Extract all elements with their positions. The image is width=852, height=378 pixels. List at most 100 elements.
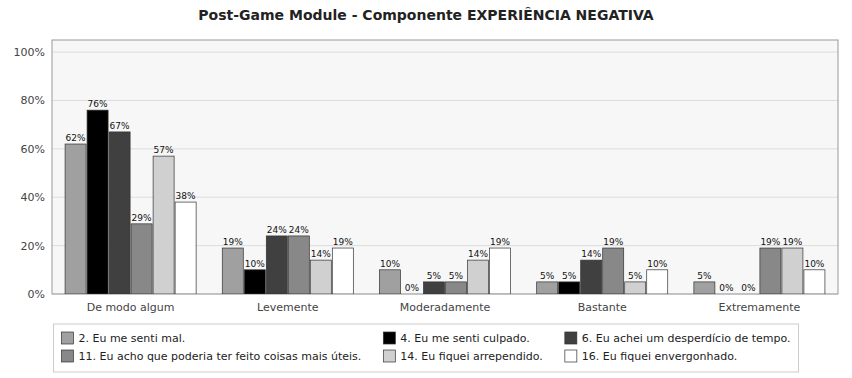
y-tick-label: 20%	[21, 240, 45, 253]
data-label: 19%	[603, 237, 623, 247]
data-label: 62%	[66, 133, 86, 143]
data-label: 19%	[223, 237, 243, 247]
legend-label: 2. Eu me senti mal.	[78, 332, 185, 345]
data-label: 5%	[697, 271, 712, 281]
legend: 2. Eu me senti mal. 4. Eu me senti culpad…	[53, 324, 798, 372]
bar	[423, 282, 444, 294]
bar	[65, 144, 86, 294]
bar	[603, 248, 624, 294]
bar	[446, 282, 467, 294]
x-tick-label: Moderadamente	[400, 301, 491, 314]
bars	[65, 110, 825, 294]
bar	[87, 110, 108, 294]
data-label: 67%	[110, 121, 130, 131]
data-label: 19%	[333, 237, 353, 247]
x-tick-label: Bastante	[578, 301, 627, 314]
data-label: 57%	[154, 145, 174, 155]
data-label: 5%	[427, 271, 442, 281]
bar	[244, 270, 265, 294]
data-label: 24%	[267, 225, 287, 235]
legend-item: 2. Eu me senti mal.	[61, 332, 185, 345]
y-tick-label: 0%	[28, 288, 45, 301]
data-label: 38%	[176, 191, 196, 201]
bar	[109, 132, 130, 294]
bar	[468, 260, 489, 294]
legend-label: 16. Eu fiquei envergonhado.	[582, 350, 737, 363]
bar	[310, 260, 331, 294]
legend-swatch	[61, 350, 73, 362]
data-label: 0%	[741, 283, 756, 293]
data-label: 10%	[804, 259, 824, 269]
x-tick-label: Levemente	[257, 301, 319, 314]
bar	[738, 294, 759, 295]
y-tick-label: 60%	[21, 143, 45, 156]
bar	[131, 224, 152, 294]
data-label: 10%	[647, 259, 667, 269]
bar	[625, 282, 646, 294]
legend-swatch	[383, 350, 395, 362]
data-label: 19%	[490, 237, 510, 247]
legend-label: 4. Eu me senti culpado.	[400, 332, 530, 345]
bar	[490, 248, 511, 294]
plot-background	[52, 40, 838, 294]
grid-line	[52, 100, 838, 101]
legend-item: 4. Eu me senti culpado.	[383, 332, 530, 345]
data-label: 14%	[581, 249, 601, 259]
bar	[332, 248, 353, 294]
bar	[153, 156, 174, 294]
data-label: 5%	[540, 271, 555, 281]
x-tick-label: De modo algum	[87, 301, 175, 314]
title: Post-Game Module - Componente EXPERIÊNCI…	[198, 7, 653, 23]
legend-swatch	[61, 332, 73, 344]
data-label: 14%	[311, 249, 331, 259]
bar	[559, 282, 580, 294]
bar	[782, 248, 803, 294]
bar	[401, 294, 422, 295]
bar	[175, 202, 196, 294]
data-label: 29%	[132, 213, 152, 223]
bar	[537, 282, 558, 294]
legend-item: 11. Eu acho que poderia ter feito coisas…	[61, 350, 361, 363]
legend-label: 6. Eu achei um desperdício de tempo.	[582, 332, 791, 345]
legend-label: 11. Eu acho que poderia ter feito coisas…	[78, 350, 361, 363]
bar	[716, 294, 737, 295]
bar	[647, 270, 668, 294]
data-label: 0%	[405, 283, 420, 293]
data-label: 5%	[562, 271, 577, 281]
bar	[581, 260, 602, 294]
data-label: 19%	[760, 237, 780, 247]
x-axis: De modo algum Levemente Moderadamente Basta…	[87, 301, 801, 314]
legend-item: 16. Eu fiquei envergonhado.	[565, 350, 737, 363]
y-tick-label: 100%	[14, 46, 45, 59]
data-label: 5%	[628, 271, 643, 281]
legend-swatch	[565, 350, 577, 362]
bar	[266, 236, 287, 294]
grid-line	[52, 52, 838, 53]
chart-container: Post-Game Module - Componente EXPERIÊNCI…	[0, 0, 852, 378]
data-label: 10%	[245, 259, 265, 269]
bar	[288, 236, 309, 294]
legend-frame	[53, 324, 798, 372]
data-label: 76%	[88, 99, 108, 109]
data-label: 5%	[449, 271, 464, 281]
legend-item: 14. Eu fiquei arrependido.	[383, 350, 543, 363]
legend-swatch	[383, 332, 395, 344]
y-tick-label: 40%	[21, 191, 45, 204]
legend-swatch	[565, 332, 577, 344]
x-tick-label: Extremamente	[718, 301, 800, 314]
data-label: 0%	[719, 283, 734, 293]
bar	[222, 248, 243, 294]
bar	[804, 270, 825, 294]
plot-frame	[52, 40, 838, 294]
bar	[694, 282, 715, 294]
data-label: 14%	[468, 249, 488, 259]
legend-label: 14. Eu fiquei arrependido.	[400, 350, 543, 363]
bar	[760, 248, 781, 294]
y-tick-label: 80%	[21, 94, 45, 107]
y-axis: 0% 20% 40% 60% 80% 100%	[14, 46, 838, 301]
chart-svg: Post-Game Module - Componente EXPERIÊNCI…	[0, 0, 852, 378]
legend-item: 6. Eu achei um desperdício de tempo.	[565, 332, 791, 345]
data-labels: 62% 19% 10% 5% 5% 76% 10% 0% 5% 0% 67% 24% 5% 14% 0% 29…	[66, 99, 825, 293]
data-label: 19%	[782, 237, 802, 247]
data-label: 10%	[380, 259, 400, 269]
